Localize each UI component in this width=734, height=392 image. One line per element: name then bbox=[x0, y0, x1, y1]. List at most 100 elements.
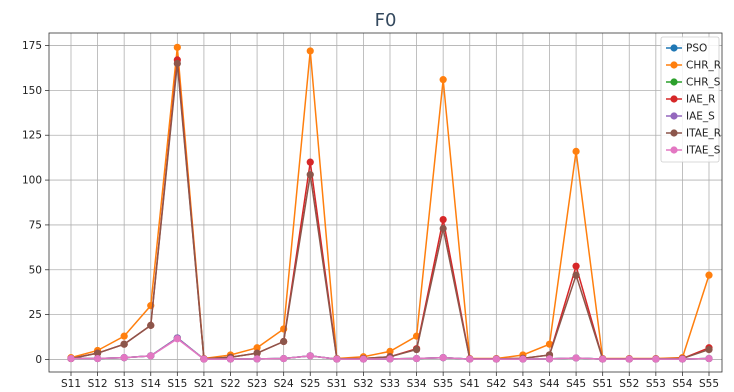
data-point bbox=[705, 271, 713, 279]
data-point bbox=[412, 345, 421, 354]
legend-label: IAE_R bbox=[686, 94, 715, 106]
x-axis-ticks: S11 S12 S13 S14 S15 S21 S22 S23 S24 S25 S31 S32 S33 S… bbox=[61, 372, 719, 390]
data-point bbox=[705, 345, 713, 354]
x-tick-label: S45 bbox=[566, 378, 586, 390]
plot-area-frame bbox=[48, 32, 723, 373]
data-point bbox=[412, 354, 421, 363]
data-point bbox=[492, 355, 500, 363]
legend: PSO CHR_R CHR_S IAE_R IAE_S ITAE_R ITAE_S bbox=[660, 36, 721, 163]
data-point bbox=[439, 354, 447, 362]
x-tick-label: S23 bbox=[247, 378, 267, 390]
data-point bbox=[93, 354, 102, 363]
data-point bbox=[120, 332, 128, 340]
legend-item: CHR_R bbox=[666, 60, 721, 72]
data-point bbox=[705, 354, 713, 363]
data-point bbox=[173, 59, 181, 68]
x-tick-label: S31 bbox=[327, 378, 347, 390]
data-point bbox=[386, 347, 394, 355]
legend-item: ITAE_R bbox=[666, 128, 721, 140]
legend-marker bbox=[670, 112, 678, 120]
x-tick-label: S54 bbox=[672, 378, 692, 390]
x-tick-label: S25 bbox=[300, 378, 320, 390]
data-point bbox=[333, 355, 341, 363]
data-point bbox=[147, 321, 155, 329]
y-tick-label: 125 bbox=[22, 130, 42, 142]
data-point bbox=[173, 335, 181, 343]
data-point bbox=[652, 355, 660, 363]
data-point bbox=[120, 340, 128, 348]
x-tick-label: S33 bbox=[380, 378, 400, 390]
legend-label: IAE_S bbox=[686, 111, 715, 123]
data-point bbox=[439, 215, 447, 224]
data-point bbox=[253, 344, 261, 352]
legend-label: ITAE_R bbox=[686, 128, 721, 140]
y-tick-label: 150 bbox=[22, 85, 42, 97]
data-point bbox=[572, 147, 580, 155]
x-tick-label: S32 bbox=[353, 378, 373, 390]
y-axis-ticks: 0 25 50 75 100 125 150 175 bbox=[22, 40, 49, 366]
data-point bbox=[306, 171, 314, 179]
data-point bbox=[599, 355, 607, 363]
data-point bbox=[306, 352, 314, 360]
data-point bbox=[386, 355, 394, 363]
x-tick-label: S55 bbox=[699, 378, 719, 390]
data-point bbox=[93, 349, 102, 357]
legend-item: PSO bbox=[666, 43, 707, 55]
y-tick-label: 50 bbox=[29, 264, 42, 276]
legend-marker bbox=[670, 44, 678, 52]
legend-item: CHR_S bbox=[666, 77, 721, 89]
y-tick-label: 0 bbox=[35, 354, 42, 366]
data-point bbox=[625, 355, 633, 363]
data-point bbox=[253, 349, 261, 357]
y-tick-label: 25 bbox=[29, 309, 42, 321]
data-point bbox=[439, 76, 447, 84]
x-tick-label: S43 bbox=[513, 378, 533, 390]
data-point bbox=[359, 355, 368, 363]
x-tick-label: S24 bbox=[274, 378, 294, 390]
x-tick-label: S44 bbox=[539, 378, 559, 390]
series-itae-s bbox=[67, 335, 713, 363]
data-point bbox=[253, 355, 261, 363]
data-point bbox=[306, 158, 314, 166]
x-tick-label: S21 bbox=[194, 378, 214, 390]
data-point bbox=[67, 354, 75, 363]
x-tick-label: S22 bbox=[220, 378, 240, 390]
y-tick-label: 100 bbox=[22, 175, 42, 187]
data-point bbox=[200, 355, 208, 363]
chart-title: F0 bbox=[375, 10, 397, 31]
series-lines bbox=[67, 43, 713, 363]
data-point bbox=[306, 47, 314, 55]
legend-marker bbox=[670, 146, 678, 154]
legend-label: PSO bbox=[686, 43, 707, 55]
data-point bbox=[678, 355, 687, 363]
x-tick-label: S34 bbox=[407, 378, 427, 390]
legend-marker bbox=[670, 95, 678, 103]
data-point bbox=[572, 262, 580, 270]
data-point bbox=[545, 340, 554, 348]
legend-item: ITAE_S bbox=[666, 145, 721, 157]
x-tick-label: S42 bbox=[486, 378, 506, 390]
data-point bbox=[173, 43, 181, 51]
data-point bbox=[572, 354, 580, 362]
legend-label: CHR_S bbox=[686, 77, 721, 89]
data-point bbox=[572, 271, 580, 279]
data-point bbox=[147, 352, 155, 360]
x-tick-label: S35 bbox=[433, 378, 453, 390]
x-tick-label: S15 bbox=[167, 378, 187, 390]
x-tick-label: S52 bbox=[619, 378, 639, 390]
y-tick-label: 75 bbox=[29, 219, 42, 231]
x-tick-label: S53 bbox=[646, 378, 666, 390]
data-point bbox=[280, 354, 288, 363]
grid bbox=[49, 33, 722, 372]
data-point bbox=[120, 354, 128, 362]
x-tick-label: S13 bbox=[114, 378, 134, 390]
x-tick-label: S11 bbox=[61, 378, 81, 390]
legend-label: CHR_R bbox=[686, 60, 721, 72]
legend-item: IAE_R bbox=[666, 94, 715, 106]
x-tick-label: S12 bbox=[88, 378, 108, 390]
x-tick-label: S14 bbox=[141, 378, 161, 390]
data-point bbox=[280, 337, 288, 346]
x-tick-label: S51 bbox=[593, 378, 613, 390]
